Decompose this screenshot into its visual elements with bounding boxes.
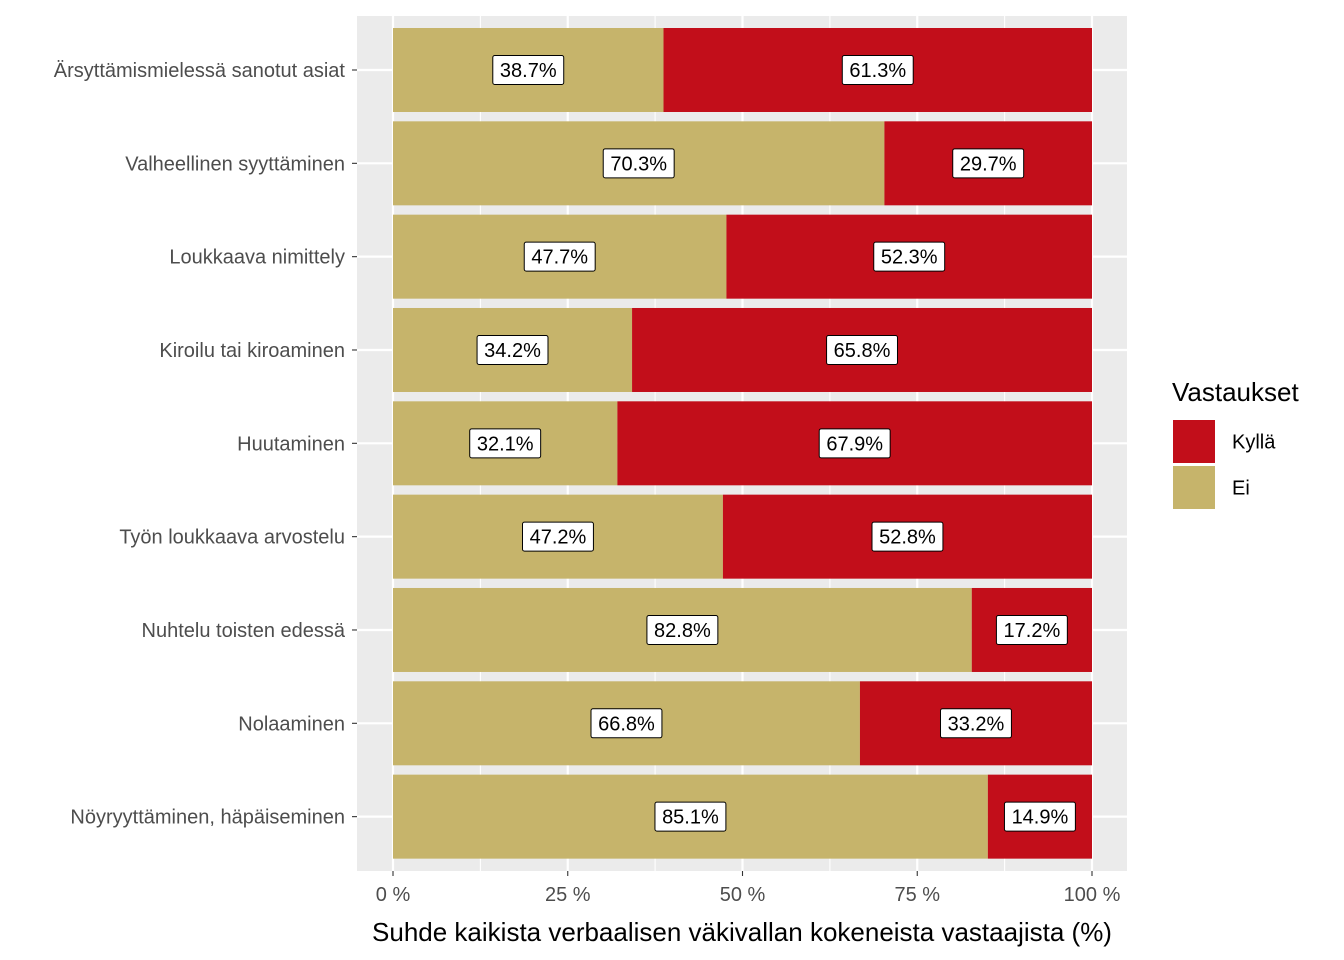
x-tick-label: 100 %	[1064, 884, 1121, 906]
data-label-box	[492, 55, 565, 85]
data-label: 52.8%	[871, 521, 944, 552]
data-label: 66.8%	[590, 708, 663, 739]
data-label-box	[654, 801, 727, 832]
data-label-box	[995, 614, 1068, 645]
x-tick-label: 25 %	[545, 884, 591, 906]
data-label-box	[818, 428, 891, 459]
data-label-box	[522, 521, 594, 552]
legend-label: Ei	[1232, 478, 1250, 500]
data-label-box	[602, 148, 675, 179]
data-label: 34.2%	[476, 334, 549, 365]
data-label: 85.1%	[654, 801, 727, 832]
data-label-box	[476, 334, 549, 365]
y-tick-label: Kiroilu tai kiroaminen	[159, 340, 345, 362]
y-tick-label: Työn loukkaava arvostelu	[119, 527, 345, 549]
data-label-text: 32.1%	[477, 433, 534, 455]
data-label-text: 52.8%	[879, 527, 936, 549]
y-tick-label: Loukkaava nimittely	[169, 247, 345, 269]
data-label-text: 66.8%	[598, 713, 655, 735]
data-label-text: 17.2%	[1004, 620, 1061, 642]
data-label-text: 38.7%	[500, 60, 557, 82]
data-label-text: 47.7%	[531, 247, 588, 269]
data-label-text: 67.9%	[826, 433, 883, 455]
data-label-text: 47.2%	[530, 527, 587, 549]
data-label-box	[469, 428, 542, 459]
x-axis: 0 % 25 % 50 % 75 % 100 %	[376, 871, 1121, 906]
data-label: 67.9%	[818, 428, 891, 459]
data-label: 29.7%	[952, 148, 1025, 179]
data-label-box	[646, 614, 719, 645]
y-tick-label: Ärsyttämismielessä sanotut asiat	[54, 60, 346, 82]
x-axis-title: Suhde kaikista verbaalisen väkivallan ko…	[372, 917, 1112, 947]
data-label: 47.7%	[523, 241, 596, 272]
data-label: 47.2%	[522, 521, 594, 552]
x-tick-label: 0 %	[376, 884, 411, 906]
data-label-box	[940, 708, 1012, 739]
y-tick-label: Nöyryyttäminen, häpäiseminen	[70, 807, 345, 829]
data-label: 61.3%	[841, 55, 914, 85]
y-tick-label: Valheellinen syyttäminen	[125, 153, 345, 175]
legend-key-ei	[1173, 466, 1215, 509]
legend: Vastaukset Kyllä Ei	[1172, 377, 1299, 509]
x-tick-label: 50 %	[720, 884, 766, 906]
data-label: 52.3%	[873, 241, 946, 272]
data-label-text: 14.9%	[1012, 807, 1069, 829]
data-label-box	[1003, 801, 1076, 832]
data-label-text: 29.7%	[960, 153, 1017, 175]
data-label-text: 34.2%	[484, 340, 541, 362]
legend-title: Vastaukset	[1172, 377, 1299, 407]
data-label-text: 65.8%	[834, 340, 891, 362]
data-label: 17.2%	[995, 614, 1068, 645]
data-label-text: 70.3%	[610, 153, 667, 175]
data-label-text: 52.3%	[881, 247, 938, 269]
x-tick-label: 75 %	[894, 884, 940, 906]
data-label: 32.1%	[469, 428, 542, 459]
data-label: 70.3%	[602, 148, 675, 179]
data-label-box	[826, 334, 898, 365]
data-label-box	[873, 241, 946, 272]
data-label-text: 82.8%	[654, 620, 711, 642]
y-tick-label: Huutaminen	[237, 433, 345, 455]
data-label: 65.8%	[826, 334, 898, 365]
y-axis: Ärsyttämismielessä sanotut asiat Valheell…	[54, 60, 357, 829]
data-label-text: 61.3%	[849, 60, 906, 82]
data-label-box	[590, 708, 663, 739]
legend-label: Kyllä	[1232, 432, 1276, 454]
legend-key-kyll-	[1173, 420, 1215, 463]
y-tick-label: Nuhtelu toisten edessä	[142, 620, 346, 642]
data-label-box	[871, 521, 944, 552]
data-label: 38.7%	[492, 55, 565, 85]
data-label-text: 33.2%	[948, 713, 1005, 735]
data-labels: 38.7% 61.3% 70.3% 29.7% 47.7% 52.3% 34.2% 65.8%…	[469, 55, 1076, 832]
data-label-box	[952, 148, 1025, 179]
data-label-box	[841, 55, 914, 85]
y-tick-label: Nolaaminen	[238, 713, 345, 735]
data-label-text: 85.1%	[662, 807, 719, 829]
data-label: 82.8%	[646, 614, 719, 645]
data-label-box	[523, 241, 596, 272]
data-label: 33.2%	[940, 708, 1012, 739]
bars	[393, 28, 1092, 859]
data-label: 14.9%	[1003, 801, 1076, 832]
